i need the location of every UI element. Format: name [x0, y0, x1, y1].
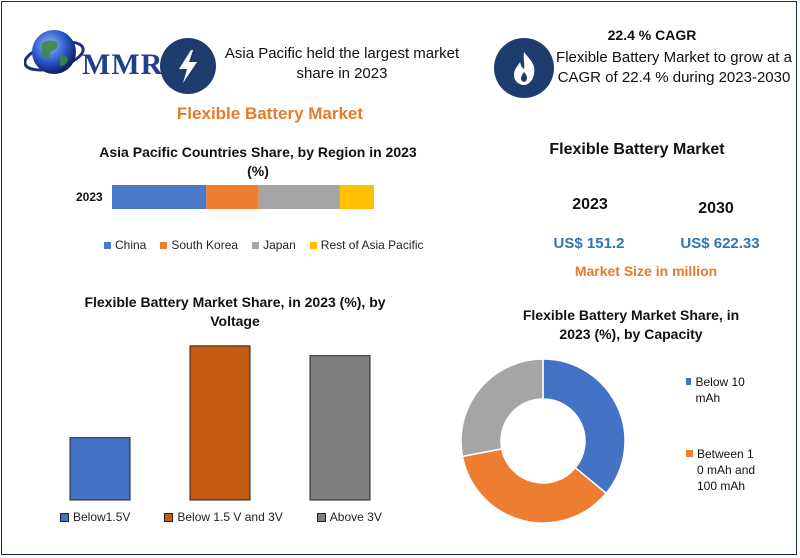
stack-segment-japan [258, 185, 340, 209]
fact2-text: Flexible Battery Market to grow at a CAG… [556, 49, 792, 86]
donut-slice-1 [542, 358, 626, 495]
logo-text: MMR [82, 48, 164, 81]
legend-item-above-3v: Above 3V [316, 510, 382, 524]
market-value-2023: US$ 151.2 [553, 235, 625, 252]
legend-label: South Korea [171, 238, 239, 252]
legend-swatch [60, 512, 69, 522]
legend-swatch [104, 241, 111, 249]
capacity-chart-title: Flexible Battery Market Share, in 2023 (… [522, 307, 740, 342]
legend-swatch [164, 512, 174, 522]
market-size-caption: Market Size in million [574, 263, 718, 279]
stack-segment-rest-of-asia-pacific [339, 185, 374, 209]
main-title: Flexible Battery Market [176, 104, 364, 123]
legend-label: Rest of Asia Pacific [320, 238, 424, 252]
voltage-bar-1 [69, 437, 131, 501]
legend-item-10-100mah: Between 10 mAh and 100 mAh [686, 446, 756, 494]
globe-icon [24, 30, 85, 74]
lightning-icon [179, 50, 197, 83]
stack-segment-south-korea [206, 185, 259, 209]
legend-item-below-1-5v: Below1.5V [60, 510, 130, 524]
logo: MMR [24, 18, 164, 90]
region-chart-title: Asia Pacific Countries Share, by Region … [99, 144, 417, 179]
legend-swatch [686, 450, 693, 457]
legend-label: Between 10 mAh and 100 mAh [697, 447, 756, 493]
fact1-badge [160, 38, 216, 94]
voltage-bar-chart [69, 345, 371, 501]
legend-item-1-5v-3v: Below 1.5 V and 3V [164, 510, 283, 524]
capacity-legend: Below 10 mAh Between 10 mAh and 100 mAh [686, 374, 756, 494]
legend-swatch [686, 378, 692, 385]
region-stacked-bar [112, 185, 374, 209]
cagr-title: 22.4 % CAGR [607, 27, 697, 43]
legend-swatch [252, 241, 260, 249]
capacity-donut-chart [460, 358, 626, 524]
legend-item-china: China [104, 238, 146, 252]
legend-item-rest-of-apac: Rest of Asia Pacific [309, 238, 424, 252]
stack-segment-china [112, 185, 207, 209]
voltage-bar-2 [189, 345, 251, 501]
legend-label: Below 10 mAh [695, 375, 745, 405]
market-value-2030: US$ 622.33 [680, 235, 760, 252]
legend-swatch [160, 241, 168, 249]
region-legend: China South Korea Japan Rest of Asia Pac… [104, 238, 444, 252]
legend-item-below-10mah: Below 10 mAh [686, 374, 756, 406]
fact2-badge [494, 38, 554, 98]
legend-label: Above 3V [329, 510, 382, 524]
flame-icon [514, 52, 535, 85]
fact1-text: Asia Pacific held the largest market sha… [224, 45, 460, 82]
donut-slice-2 [461, 447, 608, 524]
voltage-chart-title: Flexible Battery Market Share, in 2023 (… [84, 294, 386, 329]
region-category-label: 2023 [76, 190, 103, 204]
legend-item-south-korea: South Korea [160, 238, 238, 252]
market-size-title: Flexible Battery Market [549, 141, 725, 158]
legend-label: Below 1.5 V and 3V [177, 510, 283, 524]
legend-item-japan: Japan [252, 238, 296, 252]
legend-swatch [309, 241, 317, 249]
legend-swatch [316, 512, 326, 522]
legend-label: Below1.5V [73, 510, 131, 524]
donut-slice-3 [460, 358, 544, 458]
legend-label: Japan [263, 238, 296, 252]
voltage-legend: Below1.5V Below 1.5 V and 3V Above 3V [60, 510, 440, 524]
market-year-2023: 2023 [572, 196, 608, 213]
voltage-bar-3 [309, 355, 371, 501]
market-year-2030: 2030 [698, 200, 734, 217]
legend-label: China [115, 238, 147, 252]
